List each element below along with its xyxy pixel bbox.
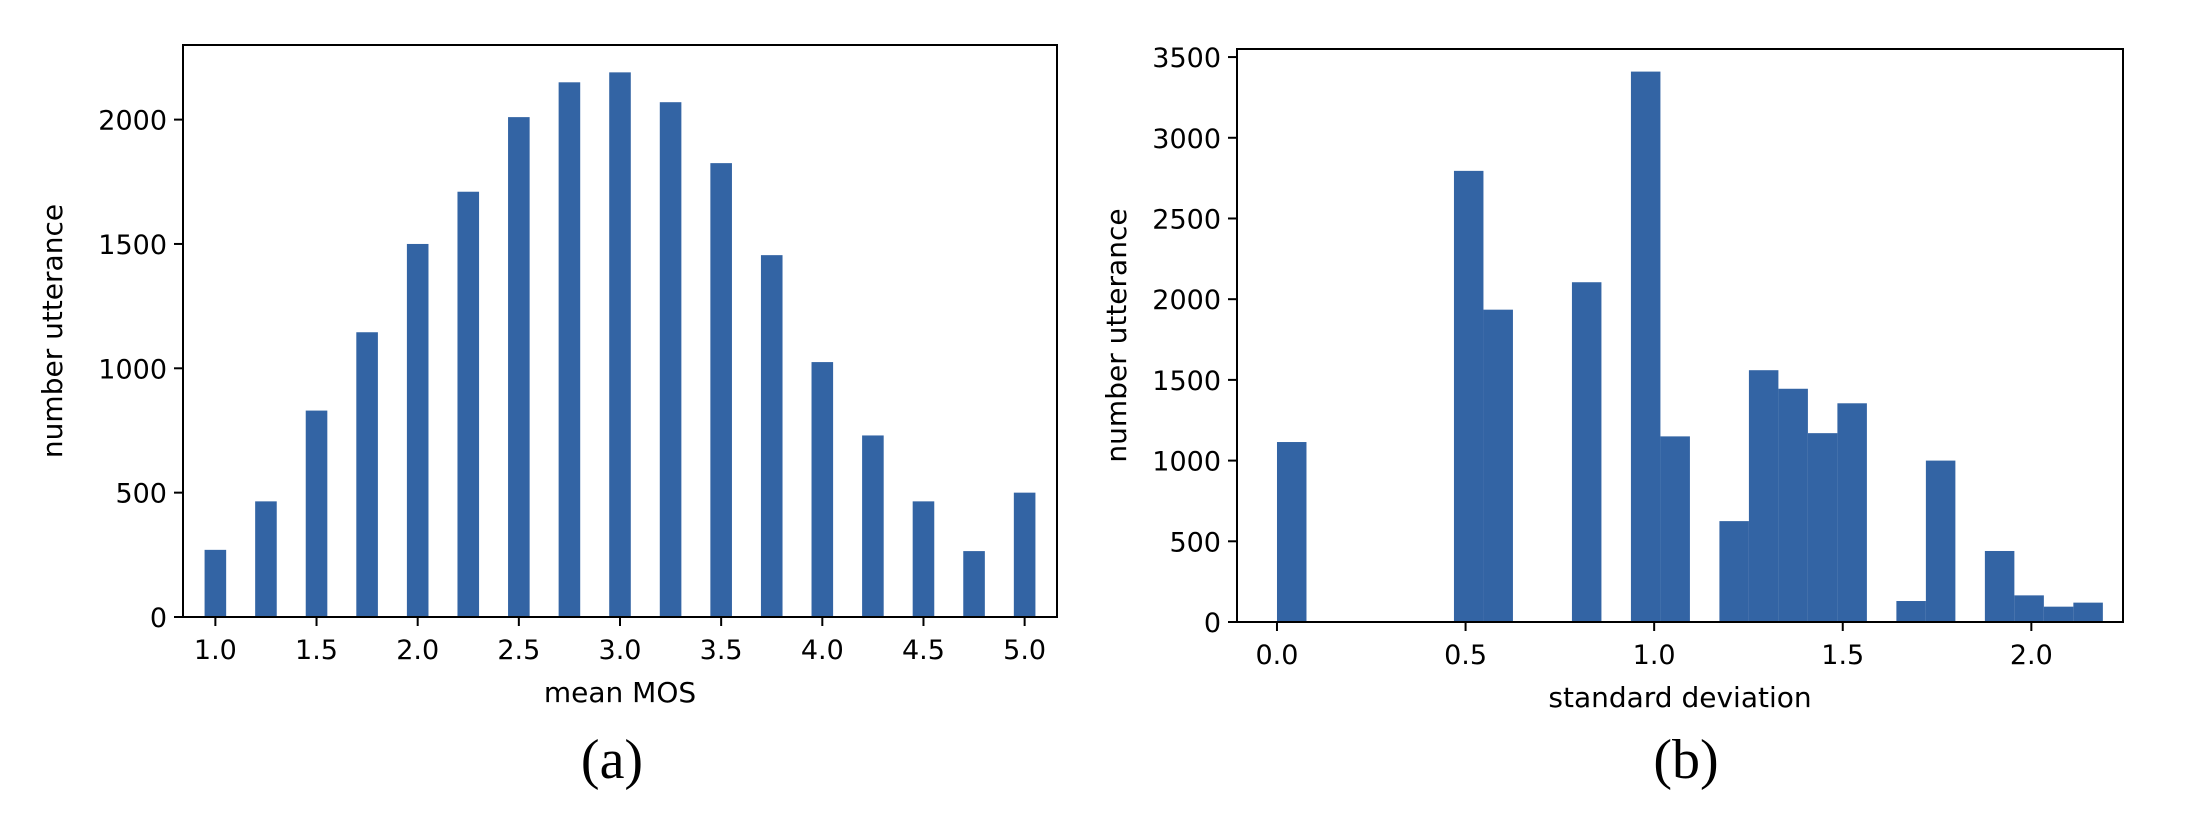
chart-b-bar	[1630, 71, 1661, 623]
chart-b-bar	[1660, 436, 1690, 622]
chart-a-bar	[204, 549, 227, 617]
chart-b-xtick-label: 0.0	[1256, 640, 1299, 671]
caption-a: (a)	[580, 729, 644, 791]
chart-b-bar	[1453, 170, 1484, 622]
chart-a-bar	[659, 102, 682, 617]
chart-a: 1.0 1.5 2.0 2.5 3.0 3.5 4.0 4.5 5.0 0 500 1000 1500 2…	[36, 44, 1058, 709]
chart-b: 0.0 0.5 1.0 1.5 2.0 0 500 1000 1500 2000 2500 3000 3…	[1096, 0, 2192, 820]
chart-b-ytick-label: 3500	[1152, 43, 1221, 74]
chart-a-ytick-label: 1500	[98, 230, 167, 261]
chart-a-xtick-label: 3.0	[599, 635, 642, 666]
chart-b-bar	[2043, 606, 2074, 622]
chart-b-xtick-label: 2.0	[2010, 640, 2053, 671]
chart-b-ytick-label: 1000	[1152, 447, 1221, 478]
chart-a-xtick-label: 2.0	[396, 635, 439, 666]
caption-b: (b)	[1653, 729, 1719, 791]
chart-a-ytick-label: 1000	[98, 354, 167, 385]
chart-b-bar	[2014, 595, 2044, 622]
chart-b-bar	[1778, 388, 1808, 622]
chart-b-bar	[2073, 602, 2103, 622]
chart-b-ylabel: number utterance	[1100, 208, 1133, 462]
chart-a-xtick-label: 2.5	[497, 635, 540, 666]
chart-b-ytick-label: 2500	[1152, 204, 1221, 235]
chart-a-ytick-label: 0	[150, 603, 167, 634]
chart-b-bar	[1807, 433, 1838, 622]
chart-a-bar	[255, 501, 277, 617]
chart-a-xlabel: mean MOS	[544, 676, 696, 709]
chart-b-bar	[1925, 460, 1956, 622]
chart-a-bar	[356, 332, 378, 617]
chart-b-bar	[1837, 403, 1867, 622]
chart-a-xtick-label: 4.0	[801, 635, 844, 666]
chart-a-bar	[912, 501, 935, 617]
chart-a-svg: 1.0 1.5 2.0 2.5 3.0 3.5 4.0 4.5 5.0 0 500 1000 1500 2…	[36, 44, 1058, 709]
chart-b-bars	[1276, 71, 2103, 623]
chart-b-svg: 0.0 0.5 1.0 1.5 2.0 0 500 1000 1500 2000 2500 3000 3…	[1100, 43, 2124, 714]
chart-a-ylabel: number utterance	[36, 204, 69, 458]
chart-b-ytick-label: 0	[1204, 608, 1221, 639]
chart-b-ytick-label: 500	[1169, 527, 1221, 558]
chart-a-bar	[963, 551, 985, 617]
chart-b-bar	[1896, 601, 1926, 622]
chart-a-bar	[811, 362, 834, 617]
chart-a-bar	[862, 435, 884, 617]
chart-b-bar	[1571, 282, 1602, 622]
chart-a-ytick-label: 500	[115, 479, 167, 510]
chart-a-ytick-label: 2000	[98, 106, 167, 137]
chart-b-ytick-label: 2000	[1152, 285, 1221, 316]
chart-b-xtick-label: 1.0	[1633, 640, 1676, 671]
chart-b-xlabel: standard deviation	[1548, 681, 1811, 714]
chart-a-bar	[710, 163, 732, 617]
chart-a-xtick-label: 1.5	[295, 635, 338, 666]
chart-b-bar	[1748, 370, 1779, 622]
chart-b-bar	[1984, 550, 2015, 622]
chart-a-xtick-label: 4.5	[902, 635, 945, 666]
chart-a-bar	[305, 410, 328, 617]
chart-b-bar	[1483, 309, 1513, 622]
chart-b-xtick-label: 0.5	[1444, 640, 1487, 671]
chart-a-bar	[508, 117, 530, 618]
chart-a-xtick-label: 1.0	[194, 635, 237, 666]
chart-a-bars	[204, 72, 1036, 618]
chart-b-ytick-label: 1500	[1152, 366, 1221, 397]
chart-a-bar	[760, 255, 783, 617]
chart-b-bar	[1276, 442, 1307, 622]
chart-b-axes-frame	[1236, 48, 2124, 623]
chart-b-ytick-label: 3000	[1152, 124, 1221, 155]
chart-a-bar	[1013, 492, 1036, 617]
chart-a-bar	[457, 191, 480, 617]
chart-a-bar	[609, 72, 631, 618]
chart-b-bar	[1719, 521, 1749, 622]
chart-a-xtick-label: 5.0	[1003, 635, 1046, 666]
chart-a-bar	[558, 82, 581, 618]
chart-b-xtick-label: 1.5	[1821, 640, 1864, 671]
chart-a-bar	[406, 243, 429, 617]
chart-a-xtick-label: 3.5	[700, 635, 743, 666]
